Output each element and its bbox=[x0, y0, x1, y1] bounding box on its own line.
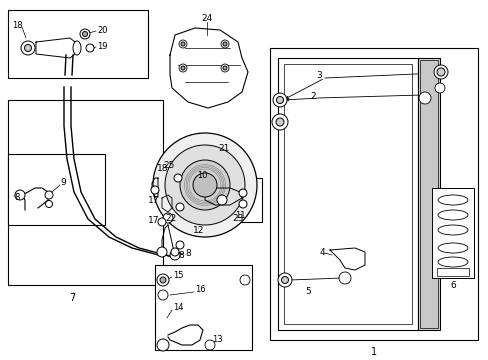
Text: 14: 14 bbox=[173, 303, 183, 312]
Text: 8: 8 bbox=[14, 193, 20, 202]
Circle shape bbox=[418, 92, 430, 104]
Circle shape bbox=[272, 93, 286, 107]
Circle shape bbox=[275, 118, 284, 126]
Circle shape bbox=[157, 247, 167, 257]
Circle shape bbox=[15, 190, 25, 200]
Ellipse shape bbox=[73, 41, 81, 55]
Circle shape bbox=[221, 40, 228, 48]
Circle shape bbox=[436, 68, 444, 76]
Ellipse shape bbox=[437, 210, 467, 220]
Bar bbox=[278, 58, 417, 330]
Text: 17: 17 bbox=[148, 216, 159, 225]
Circle shape bbox=[170, 250, 180, 260]
Text: 7: 7 bbox=[69, 293, 75, 303]
Circle shape bbox=[181, 42, 184, 46]
Circle shape bbox=[338, 272, 350, 284]
Circle shape bbox=[176, 241, 183, 249]
Circle shape bbox=[281, 276, 288, 284]
Bar bbox=[8, 100, 163, 285]
Circle shape bbox=[82, 32, 87, 36]
Circle shape bbox=[276, 96, 283, 104]
Circle shape bbox=[21, 41, 35, 55]
Text: 9: 9 bbox=[60, 177, 65, 186]
Circle shape bbox=[171, 248, 179, 256]
Circle shape bbox=[181, 66, 184, 70]
Ellipse shape bbox=[437, 257, 467, 267]
Circle shape bbox=[193, 173, 217, 197]
Circle shape bbox=[157, 339, 169, 351]
Text: 13: 13 bbox=[212, 336, 222, 345]
Text: 12: 12 bbox=[193, 225, 204, 234]
Bar bbox=[269, 48, 477, 340]
Circle shape bbox=[163, 213, 173, 223]
Text: 4: 4 bbox=[319, 248, 325, 257]
Circle shape bbox=[180, 160, 229, 210]
Bar bbox=[419, 60, 437, 328]
Text: 25: 25 bbox=[163, 161, 174, 170]
Circle shape bbox=[153, 133, 257, 237]
Bar bbox=[431, 188, 473, 278]
Text: 18: 18 bbox=[12, 21, 22, 30]
Circle shape bbox=[179, 40, 186, 48]
Circle shape bbox=[271, 114, 287, 130]
Circle shape bbox=[160, 277, 165, 283]
Text: 19: 19 bbox=[97, 41, 107, 50]
Text: 3: 3 bbox=[316, 71, 321, 80]
Text: 10: 10 bbox=[197, 171, 207, 180]
Text: 24: 24 bbox=[201, 14, 212, 23]
Bar bbox=[193, 178, 262, 222]
Bar bbox=[436, 268, 468, 276]
Circle shape bbox=[86, 44, 94, 52]
Circle shape bbox=[174, 174, 182, 182]
Bar bbox=[417, 58, 439, 330]
Circle shape bbox=[157, 274, 169, 286]
Circle shape bbox=[433, 65, 447, 79]
Text: 15: 15 bbox=[173, 270, 183, 279]
Circle shape bbox=[434, 83, 444, 93]
Ellipse shape bbox=[437, 243, 467, 253]
Circle shape bbox=[151, 186, 159, 194]
Text: 11: 11 bbox=[235, 211, 245, 220]
Text: 1: 1 bbox=[370, 347, 376, 357]
Circle shape bbox=[45, 201, 52, 207]
Text: 23: 23 bbox=[231, 213, 243, 222]
Text: 20: 20 bbox=[97, 26, 107, 35]
Bar bbox=[155, 265, 251, 350]
Circle shape bbox=[217, 195, 226, 205]
Circle shape bbox=[278, 273, 291, 287]
Circle shape bbox=[176, 203, 183, 211]
Circle shape bbox=[223, 42, 226, 46]
Text: 6: 6 bbox=[449, 280, 455, 289]
Text: 16: 16 bbox=[195, 285, 205, 294]
Circle shape bbox=[158, 218, 165, 226]
Text: 17: 17 bbox=[148, 195, 159, 204]
Circle shape bbox=[179, 64, 186, 72]
Text: 8: 8 bbox=[178, 251, 183, 260]
Circle shape bbox=[80, 29, 90, 39]
Bar bbox=[284, 64, 411, 324]
Text: 5: 5 bbox=[305, 288, 310, 297]
Bar bbox=[8, 154, 105, 225]
Ellipse shape bbox=[437, 225, 467, 235]
Circle shape bbox=[24, 45, 31, 51]
Circle shape bbox=[239, 189, 246, 197]
Text: 21: 21 bbox=[218, 144, 229, 153]
Circle shape bbox=[204, 340, 215, 350]
Circle shape bbox=[158, 290, 168, 300]
Bar bbox=[8, 10, 148, 78]
Circle shape bbox=[164, 145, 244, 225]
Text: 18: 18 bbox=[157, 163, 168, 172]
Text: 2: 2 bbox=[310, 91, 315, 100]
Text: 22: 22 bbox=[164, 213, 176, 222]
Circle shape bbox=[240, 275, 249, 285]
Circle shape bbox=[221, 64, 228, 72]
Circle shape bbox=[239, 200, 246, 208]
Text: 8: 8 bbox=[184, 248, 190, 257]
Circle shape bbox=[223, 66, 226, 70]
Circle shape bbox=[45, 191, 53, 199]
Ellipse shape bbox=[437, 195, 467, 205]
